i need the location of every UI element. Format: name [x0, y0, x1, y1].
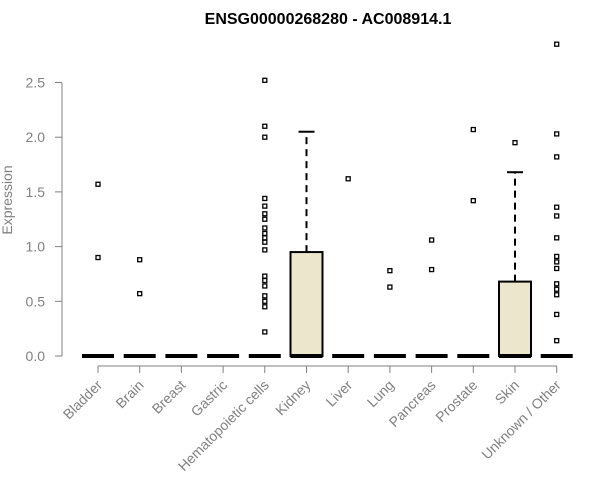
outlier-point [554, 281, 560, 287]
outlier-point [262, 216, 268, 222]
y-tick-label: 0.5 [26, 293, 46, 309]
outlier-point [95, 254, 101, 261]
outlier-point [262, 230, 268, 237]
x-tick-label: Liver [323, 377, 356, 410]
outlier-point [554, 235, 560, 241]
box-group [82, 181, 114, 358]
outlier-point [262, 273, 268, 279]
box-iqr [289, 251, 324, 358]
outlier-point [428, 266, 435, 273]
box-group [540, 41, 573, 358]
outlier-point [262, 304, 268, 310]
outlier-point [345, 176, 351, 182]
outlier-point [554, 311, 560, 318]
outlier-point [554, 286, 560, 292]
box-group [332, 176, 365, 358]
x-tick-label: Lung [364, 377, 397, 410]
outlier-point [262, 247, 268, 253]
outlier-point [554, 204, 560, 210]
outlier-point [512, 140, 518, 146]
outlier-point [262, 298, 268, 304]
outlier-point [262, 77, 268, 83]
box-group [415, 237, 448, 358]
boxplot-series [82, 41, 573, 358]
y-tick-label: 1.0 [26, 239, 46, 255]
box-group [248, 77, 281, 358]
outlier-point [262, 277, 268, 284]
outlier-point [262, 293, 268, 299]
outlier-point [554, 41, 560, 47]
outlier-point [262, 283, 268, 289]
y-tick-label: 2.5 [26, 75, 46, 91]
x-tick-label: Breast [149, 377, 189, 417]
outlier-point [470, 198, 476, 204]
outlier-point [262, 203, 268, 209]
outlier-point [262, 134, 268, 140]
outlier-point [95, 181, 101, 187]
outlier-point [262, 239, 268, 245]
y-axis-label: Expression [0, 165, 15, 234]
outlier-point [428, 237, 435, 243]
outlier-point [262, 211, 268, 217]
outlier-point [262, 123, 268, 129]
outlier-point [137, 257, 143, 263]
outlier-point [387, 284, 393, 290]
box-group [457, 126, 490, 358]
x-tick-label: Brain [112, 377, 146, 411]
outlier-point [137, 290, 143, 297]
box-group [289, 130, 324, 358]
outlier-point [554, 253, 560, 260]
outlier-point [554, 265, 560, 272]
box-group [373, 268, 406, 358]
box-group [123, 257, 156, 358]
x-tick-label: Skin [492, 377, 523, 408]
outlier-point [470, 126, 476, 133]
outlier-point [387, 268, 393, 274]
y-tick-label: 2.0 [26, 129, 46, 145]
x-tick-label: Bladder [60, 377, 106, 423]
outlier-point [554, 338, 560, 344]
y-tick-label: 0.0 [26, 348, 46, 364]
outlier-point [262, 329, 268, 335]
box-iqr [498, 280, 532, 357]
chart-title: ENSG00000268280 - AC008914.1 [205, 11, 452, 28]
x-tick-label: Unknown / Other [478, 377, 564, 463]
outlier-point [554, 131, 560, 137]
outlier-point [554, 213, 560, 219]
outlier-point [262, 225, 268, 231]
outlier-point [554, 259, 560, 265]
x-tick-label: Kidney [272, 377, 314, 419]
outlier-point [554, 292, 560, 298]
box-group [498, 140, 532, 358]
y-axis-ticks: 0.0 0.5 1.0 1.5 2.0 2.5 [26, 75, 62, 364]
outlier-point [262, 195, 268, 202]
outlier-point [554, 154, 560, 160]
x-tick-label: Prostate [432, 377, 480, 425]
y-tick-label: 1.5 [26, 184, 46, 200]
outlier-point [262, 235, 268, 241]
